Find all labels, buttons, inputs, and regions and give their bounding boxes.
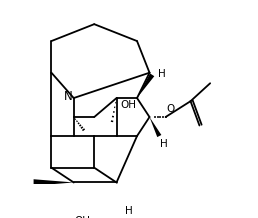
Polygon shape (137, 73, 154, 98)
Polygon shape (149, 117, 161, 137)
Text: H: H (160, 140, 168, 150)
Text: H: H (125, 206, 133, 216)
Text: H: H (158, 69, 166, 79)
Text: OH: OH (74, 216, 90, 218)
Polygon shape (117, 182, 130, 203)
Polygon shape (34, 179, 74, 186)
Text: O: O (167, 104, 175, 114)
Text: N: N (63, 90, 72, 103)
Text: OH: OH (121, 100, 137, 110)
